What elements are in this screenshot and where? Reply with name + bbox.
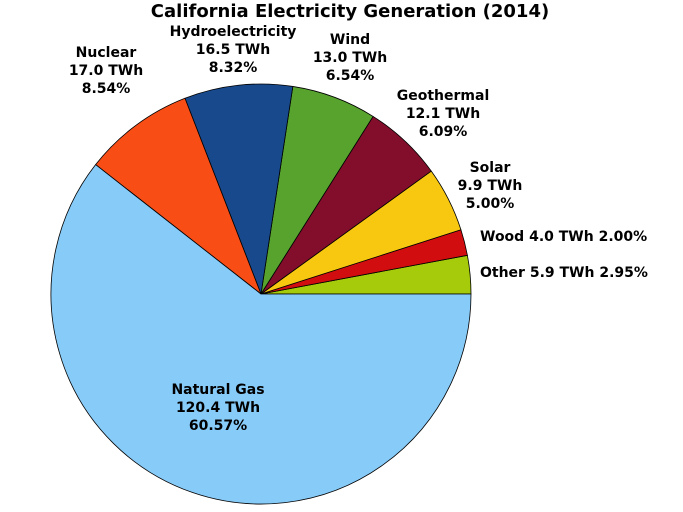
- slice-label-line: 9.9 TWh: [457, 178, 523, 194]
- slice-label-line: 5.00%: [465, 196, 515, 212]
- slice-label-line: 16.5 TWh: [195, 42, 271, 58]
- slice-label-line: Solar: [469, 160, 511, 176]
- slice-label-line: 6.54%: [325, 68, 375, 84]
- slice-label-line: Nuclear: [75, 45, 137, 61]
- slice-label-line: Natural Gas: [171, 382, 265, 398]
- slice-label-geothermal: Geothermal 12.1 TWh 6.09%: [397, 87, 490, 141]
- slice-label-other: Other 5.9 TWh 2.95%: [480, 264, 648, 282]
- slice-label-line: Wood 4.0 TWh 2.00%: [480, 229, 648, 245]
- slice-label-solar: Solar 9.9 TWh 5.00%: [458, 159, 523, 213]
- chart-title: California Electricity Generation (2014): [150, 1, 550, 22]
- slice-label-line: Hydroelectricity: [169, 24, 297, 40]
- slice-label-line: 12.1 TWh: [405, 106, 481, 122]
- slice-label-line: 8.32%: [208, 60, 258, 76]
- slice-label-hydroelectricity: Hydroelectricity 16.5 TWh 8.32%: [170, 23, 297, 77]
- slice-label-line: 8.54%: [81, 81, 131, 97]
- slice-label-line: Geothermal: [396, 88, 490, 104]
- pie-slice-hydroelectricity: [184, 83, 294, 295]
- slice-label-line: 120.4 TWh: [175, 400, 261, 416]
- slice-label-line: 60.57%: [188, 418, 248, 434]
- slice-label-line: 6.09%: [418, 124, 468, 140]
- slice-label-line: Other 5.9 TWh 2.95%: [480, 265, 648, 281]
- slice-label-nuclear: Nuclear 17.0 TWh 8.54%: [69, 44, 143, 98]
- slice-label-natural-gas: Natural Gas 120.4 TWh 60.57%: [171, 381, 264, 435]
- slice-label-line: Wind: [329, 32, 371, 48]
- slice-label-line: 13.0 TWh: [312, 50, 388, 66]
- slice-label-wood: Wood 4.0 TWh 2.00%: [480, 228, 647, 246]
- pie-slice-nuclear: [95, 97, 262, 295]
- slice-label-line: 17.0 TWh: [68, 63, 144, 79]
- pie-slice-natural-gas: [50, 164, 472, 505]
- slice-label-wind: Wind 13.0 TWh 6.54%: [313, 31, 387, 85]
